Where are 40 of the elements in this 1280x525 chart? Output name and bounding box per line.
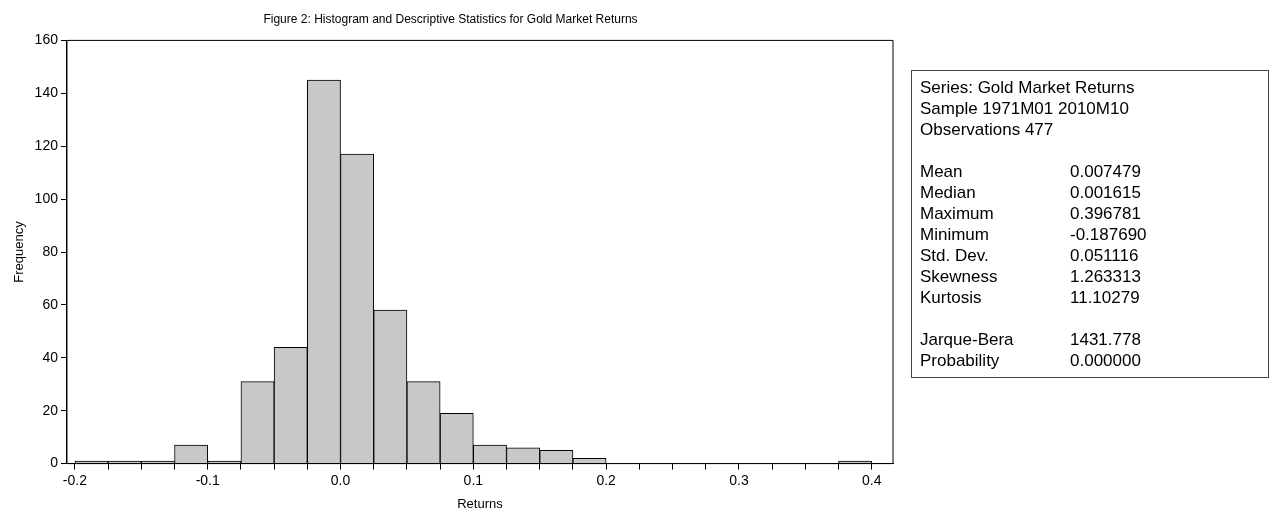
text: Probability <box>920 350 1001 371</box>
text: Observations 477 <box>920 119 1055 140</box>
text: Kurtosis <box>920 287 983 308</box>
text: Minimum <box>920 224 990 245</box>
text: Series: Gold Market Returns <box>920 77 1136 98</box>
text: 0.007479 <box>1070 161 1141 182</box>
x-tick-label: 0.3 <box>729 471 749 488</box>
y-axis-title: Frequency <box>11 220 27 283</box>
text: Jarque-Bera <box>920 329 1015 350</box>
text: Sample 1971M01 2010M10 <box>920 98 1130 119</box>
x-tick-label: -0.1 <box>195 471 221 488</box>
text: 0.051116 <box>1070 245 1139 266</box>
x-tick-label: 0.0 <box>330 471 351 488</box>
text: 0.000000 <box>1070 350 1141 371</box>
y-tick-label: 40 <box>42 348 59 365</box>
y-tick-label: 160 <box>34 31 59 48</box>
x-tick-label: 0.4 <box>862 471 882 488</box>
text: 0.001615 <box>1070 182 1141 203</box>
y-tick-label: 60 <box>42 295 59 312</box>
text: Median <box>920 182 977 203</box>
text: -0.187690 <box>1070 224 1147 245</box>
x-axis-title: Returns <box>457 495 504 511</box>
text: 1.263313 <box>1070 266 1141 287</box>
x-tick-label: 0.1 <box>463 471 484 488</box>
text: 0.396781 <box>1070 203 1141 224</box>
y-tick-label: 100 <box>34 189 59 206</box>
y-tick-label: 20 <box>42 401 59 418</box>
x-tick-label: 0.2 <box>596 471 617 488</box>
text: 11.10279 <box>1070 287 1140 308</box>
x-tick-label: -0.2 <box>62 471 88 488</box>
y-tick-label: 0 <box>50 454 59 471</box>
text: 1431.778 <box>1070 329 1141 350</box>
y-tick-label: 80 <box>42 242 59 259</box>
y-tick-label: 140 <box>34 84 59 101</box>
y-tick-label: 120 <box>34 137 59 154</box>
text: Skewness <box>920 266 999 287</box>
text: Std. Dev. <box>920 245 990 266</box>
chart-title: Figure 2: Histogram and Descriptive Statistics for Gold Market Returns <box>263 11 638 26</box>
text: Maximum <box>920 203 995 224</box>
text: Mean <box>920 161 964 182</box>
